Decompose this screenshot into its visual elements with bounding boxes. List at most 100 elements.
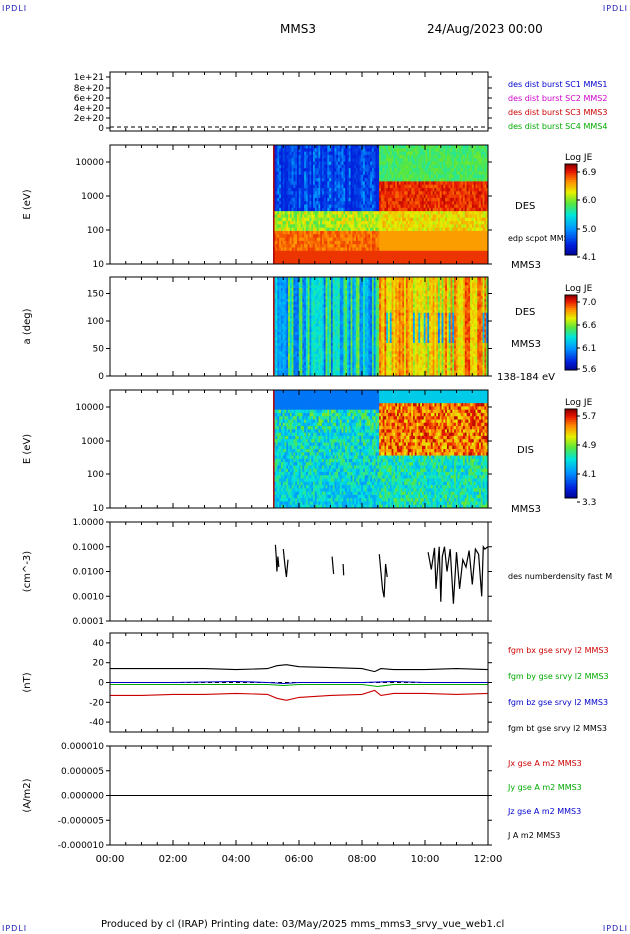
y-tick-label: 6e+20 bbox=[74, 94, 105, 104]
density-trace bbox=[378, 554, 388, 598]
legend-entry: Jy gse A m2 MMS3 bbox=[507, 783, 582, 792]
legend-entry: J A m2 MMS3 bbox=[507, 831, 560, 840]
overlay-label: edp scpot MMS3 bbox=[508, 234, 574, 243]
colorbar-tick-label: 6.9 bbox=[582, 168, 597, 178]
colorbar-tick-label: 7.0 bbox=[582, 298, 597, 308]
spectrogram-des-e bbox=[273, 145, 489, 265]
y-axis-label: (cm^-3) bbox=[22, 551, 33, 592]
field-trace bbox=[110, 664, 489, 673]
y-tick-label: 0 bbox=[98, 124, 104, 134]
legend-entry: fgm bx gse srvy l2 MMS3 bbox=[508, 646, 609, 655]
spacecraft-title: MMS3 bbox=[280, 22, 316, 36]
y-tick-label: 0 bbox=[98, 372, 104, 382]
y-tick-label: 0.0010 bbox=[73, 592, 105, 602]
y-tick-label: 100 bbox=[87, 317, 104, 327]
colorbar-title: Log JE bbox=[565, 153, 593, 163]
legend-entry: des dist burst SC3 MMS3 bbox=[508, 108, 607, 117]
panel-frame bbox=[109, 745, 489, 846]
spectrogram-des-pa bbox=[273, 277, 489, 377]
legend-entry: Jz gse A m2 MMS3 bbox=[507, 807, 581, 816]
y-tick-label: -20 bbox=[89, 698, 104, 708]
y-axis-label: (nT) bbox=[22, 672, 33, 692]
y-tick-label: 2e+20 bbox=[74, 114, 105, 124]
legend-entry: des numberdensity fast M bbox=[508, 572, 612, 581]
instrument-label: DIS bbox=[517, 445, 534, 456]
colorbar-title: Log JE bbox=[565, 398, 593, 408]
y-tick-label: 100 bbox=[87, 226, 104, 236]
colorbar bbox=[565, 409, 577, 499]
colorbar-tick-label: 6.1 bbox=[582, 344, 596, 354]
density-trace bbox=[282, 549, 289, 578]
y-tick-label: 10 bbox=[93, 504, 105, 514]
legend-entry: fgm bt gse srvy l2 MMS3 bbox=[508, 724, 607, 733]
y-tick-label: 150 bbox=[87, 290, 104, 300]
y-tick-label: 10 bbox=[93, 260, 105, 270]
instrument-label: DES bbox=[515, 307, 535, 318]
y-tick-label: 1000 bbox=[81, 437, 104, 447]
y-tick-label: 4e+20 bbox=[74, 104, 105, 114]
y-tick-label: 50 bbox=[93, 345, 105, 355]
y-tick-label: 1.0000 bbox=[73, 518, 105, 528]
density-trace bbox=[342, 563, 345, 576]
spacecraft-label: MMS3 bbox=[511, 339, 541, 350]
x-tick-label: 08:00 bbox=[348, 854, 377, 865]
panel-frame bbox=[109, 389, 489, 509]
y-tick-label: 0 bbox=[98, 679, 104, 689]
corner-logo-bottom-left: IPDLI bbox=[2, 924, 28, 933]
x-tick-label: 00:00 bbox=[96, 854, 125, 865]
colorbar-tick-label: 4.1 bbox=[582, 253, 596, 263]
colorbar-tick-label: 5.7 bbox=[582, 412, 596, 422]
x-tick-label: 10:00 bbox=[411, 854, 440, 865]
y-axis-label: a (deg) bbox=[22, 308, 33, 344]
spacecraft-label: MMS3 bbox=[511, 504, 541, 515]
colorbar-tick-label: 4.1 bbox=[582, 470, 596, 480]
corner-logo-top-right: IPDLI bbox=[602, 4, 628, 13]
corner-logo-bottom-right: IPDLI bbox=[602, 924, 628, 933]
footer-text: Produced by cl (IRAP) Printing date: 03/… bbox=[101, 919, 505, 930]
legend-entry: fgm bz gse srvy l2 MMS3 bbox=[508, 698, 608, 707]
colorbar-title: Log JE bbox=[565, 284, 593, 294]
y-tick-label: 1e+21 bbox=[74, 73, 104, 83]
y-tick-label: 10000 bbox=[75, 158, 104, 168]
y-tick-label: 8e+20 bbox=[74, 84, 105, 94]
panel-frame bbox=[109, 71, 489, 132]
y-tick-label: 20 bbox=[93, 659, 105, 669]
field-trace bbox=[110, 689, 489, 701]
instrument-label: DES bbox=[515, 201, 535, 212]
x-tick-label: 06:00 bbox=[285, 854, 314, 865]
colorbar-tick-label: 3.3 bbox=[582, 498, 596, 508]
field-trace bbox=[110, 680, 488, 685]
colorbar-frame bbox=[564, 294, 578, 371]
colorbar bbox=[565, 164, 577, 256]
spectrogram-dis-e bbox=[273, 390, 489, 509]
colorbar-tick-label: 6.6 bbox=[582, 321, 597, 331]
colorbar-frame bbox=[564, 163, 578, 256]
density-trace bbox=[274, 544, 280, 572]
date-title: 24/Aug/2023 00:00 bbox=[427, 22, 543, 36]
legend-entry: des dist burst SC1 MMS1 bbox=[508, 80, 607, 89]
colorbar-frame bbox=[564, 408, 578, 499]
y-tick-label: 0.1000 bbox=[73, 543, 105, 553]
legend-entry: Jx gse A m2 MMS3 bbox=[507, 759, 582, 768]
y-tick-label: 1000 bbox=[81, 192, 104, 202]
panel-frame bbox=[109, 276, 489, 377]
colorbar bbox=[565, 295, 577, 371]
colorbar-tick-label: 5.0 bbox=[582, 225, 597, 235]
y-tick-label: 0.0100 bbox=[73, 568, 105, 578]
y-tick-label: 0.000005 bbox=[61, 767, 104, 777]
x-tick-label: 04:00 bbox=[222, 854, 251, 865]
colorbar-tick-label: 5.6 bbox=[582, 365, 597, 375]
density-trace bbox=[427, 544, 489, 604]
y-tick-label: -0.000010 bbox=[58, 841, 104, 851]
colorbar-tick-label: 4.9 bbox=[582, 441, 597, 451]
y-tick-label: 0.0001 bbox=[73, 617, 105, 627]
x-tick-label: 02:00 bbox=[159, 854, 188, 865]
y-tick-label: 10000 bbox=[75, 403, 104, 413]
y-tick-label: 100 bbox=[87, 470, 104, 480]
panel-frame bbox=[109, 521, 489, 622]
y-tick-label: -0.000005 bbox=[58, 816, 104, 826]
panel-frame bbox=[109, 632, 489, 733]
y-axis-label: (A/m2) bbox=[22, 778, 33, 812]
legend-entry: des dist burst SC4 MMS4 bbox=[508, 122, 607, 131]
